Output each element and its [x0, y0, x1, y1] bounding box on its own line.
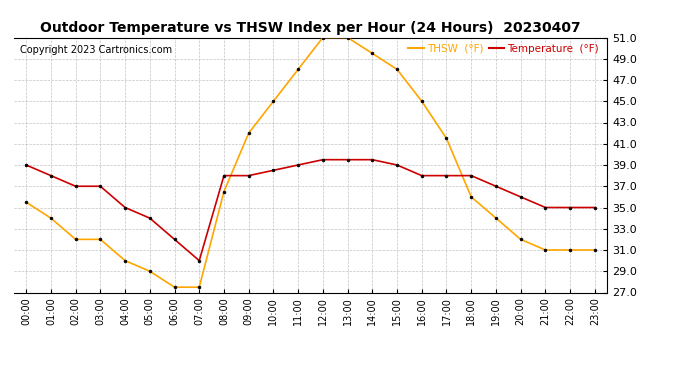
- Legend: THSW  (°F), Temperature  (°F): THSW (°F), Temperature (°F): [408, 44, 599, 54]
- Text: Copyright 2023 Cartronics.com: Copyright 2023 Cartronics.com: [20, 45, 172, 55]
- Title: Outdoor Temperature vs THSW Index per Hour (24 Hours)  20230407: Outdoor Temperature vs THSW Index per Ho…: [40, 21, 581, 35]
